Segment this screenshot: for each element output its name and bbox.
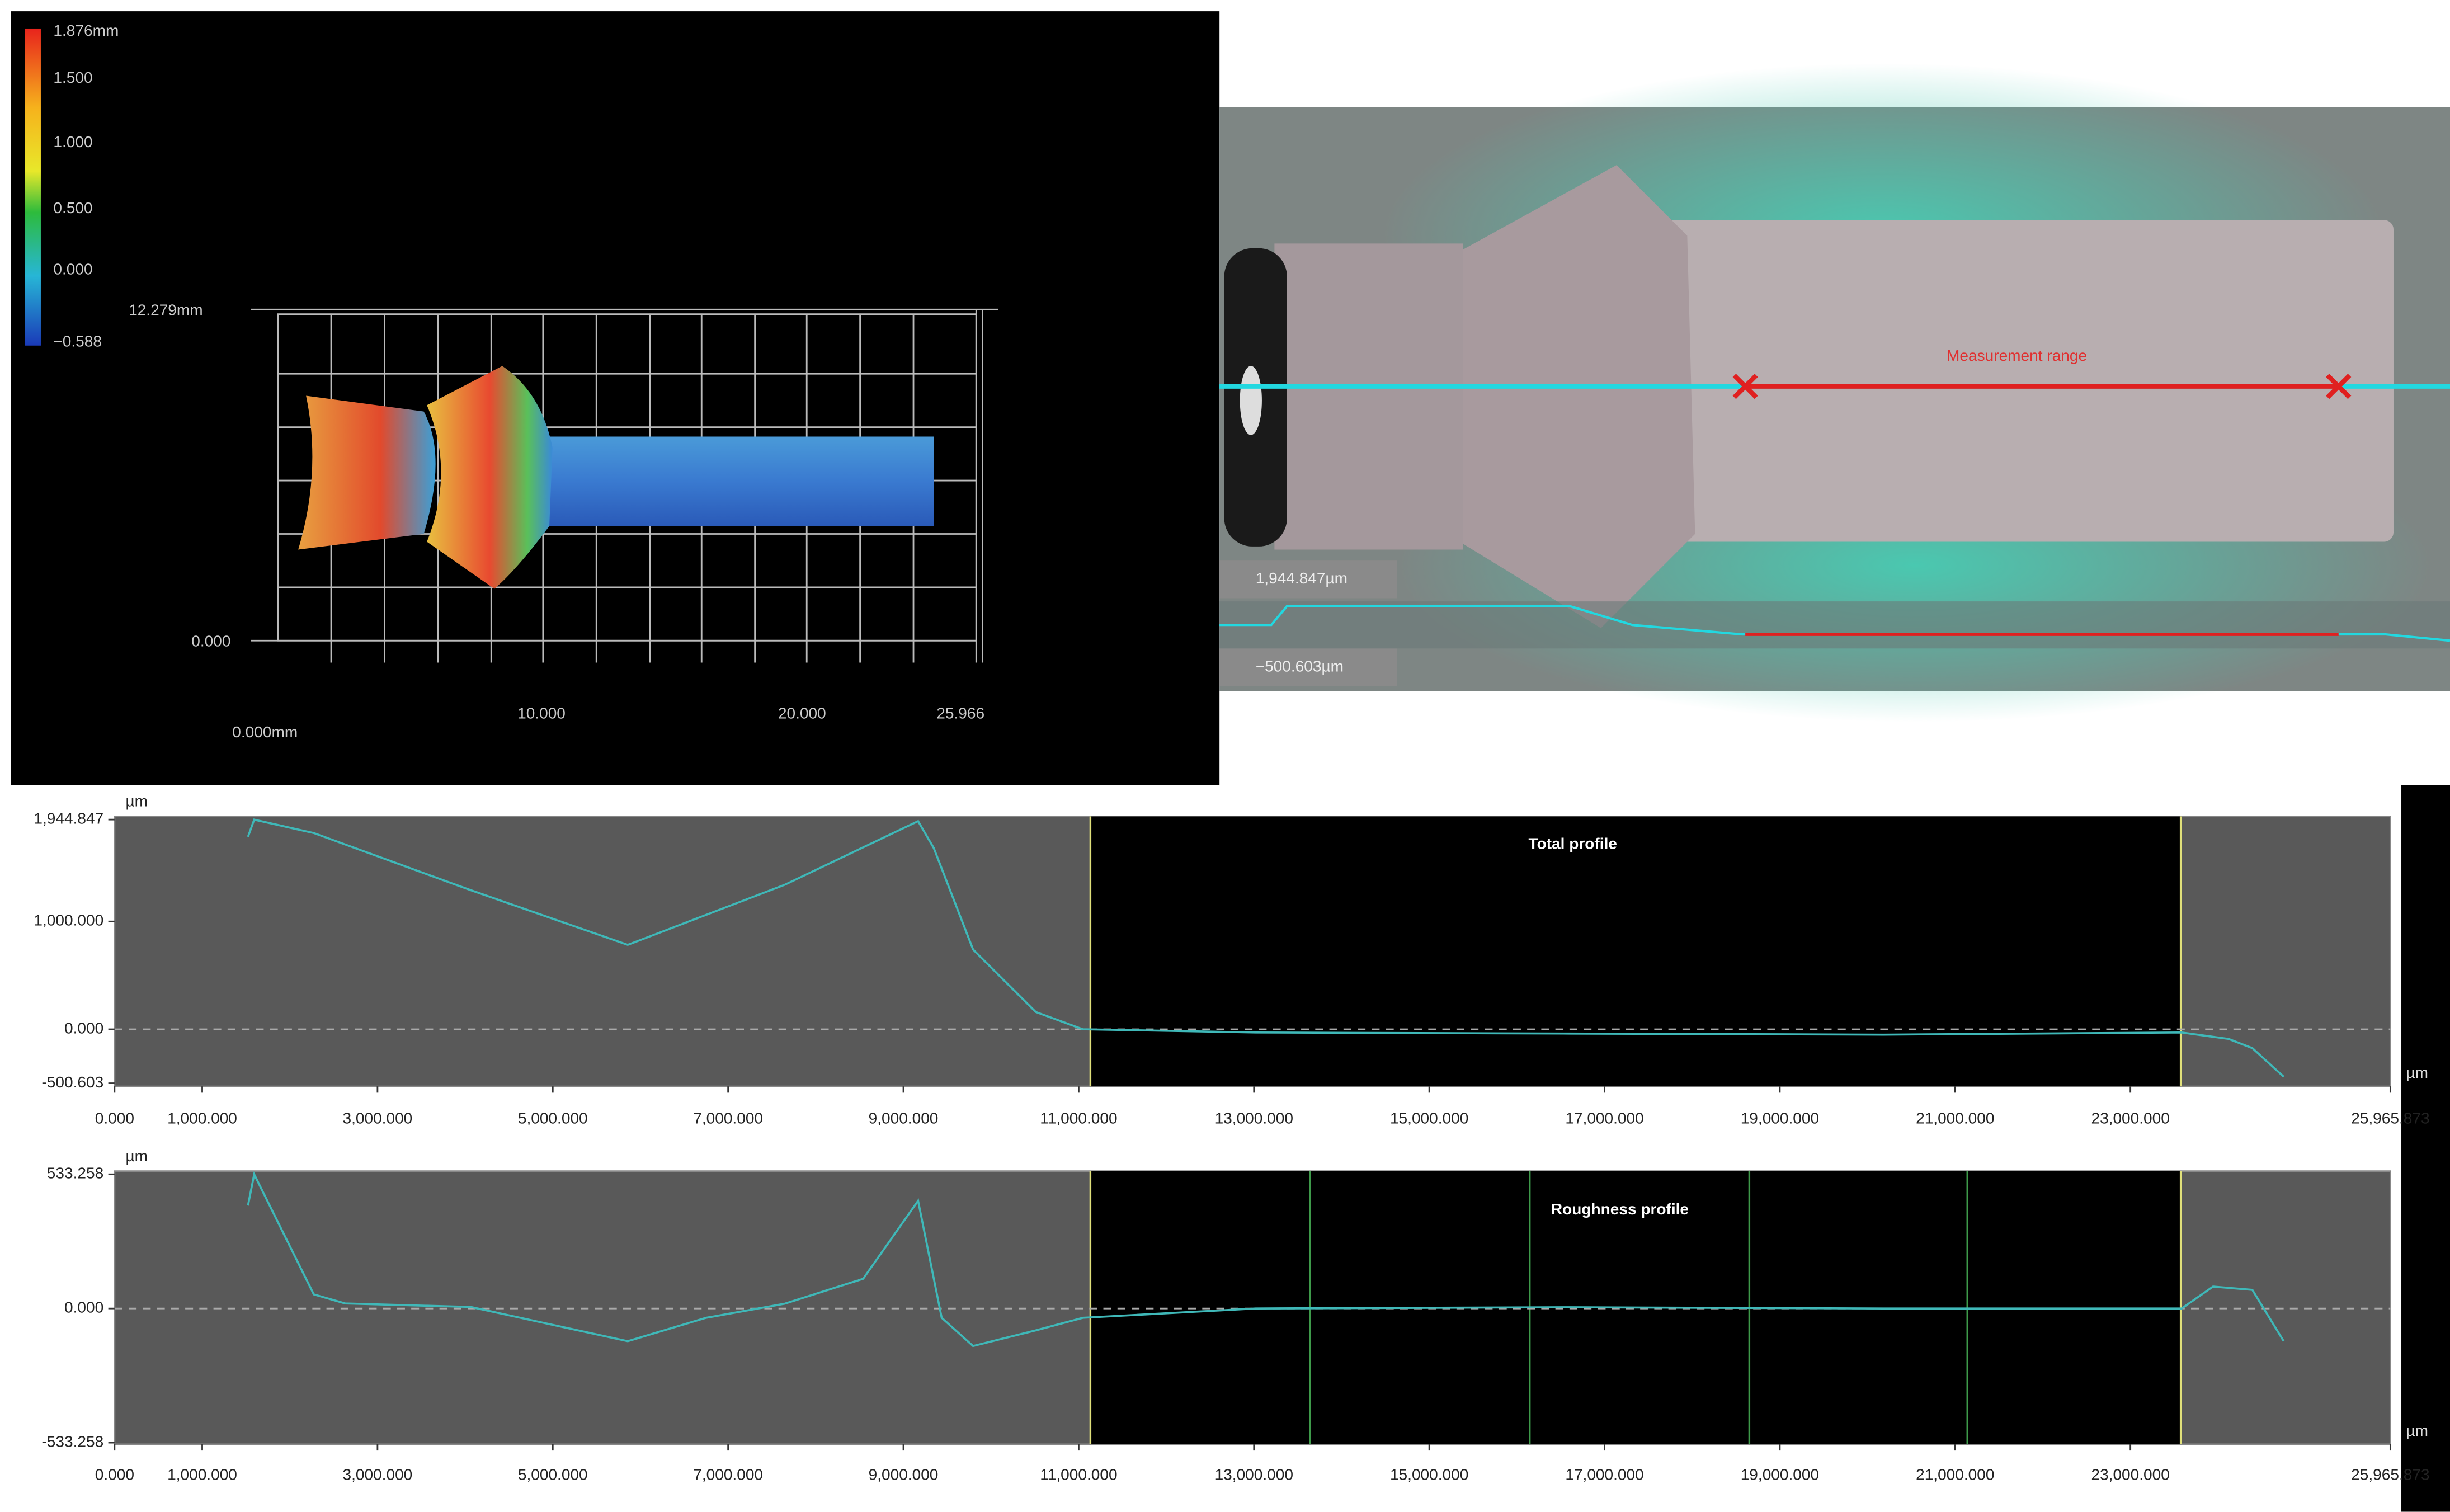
disk-3d — [427, 366, 553, 589]
y-tick-label: -533.258 — [41, 1433, 103, 1450]
profile-line — [247, 818, 2284, 1078]
x-tick-label: 19,000.000 — [1741, 1109, 1819, 1127]
x-tick-label: 25,965.873 — [2351, 1109, 2429, 1127]
x-tick-label: 25,965.873 — [2351, 1466, 2429, 1483]
colorbar-label: 1.000 — [53, 133, 92, 150]
tube — [1274, 243, 1463, 550]
view3d-panel: 1.876mm 1.500 1.000 0.500 0.000 −0.588 1… — [11, 11, 1220, 785]
y-tick-label: 0.000 — [64, 1019, 103, 1037]
tube-bore — [1240, 366, 1262, 435]
x-tick-label: 13,000.000 — [1215, 1466, 1293, 1483]
micrograph-panel: Measurement range 1,944.847µm −500.603µm — [1219, 63, 2450, 723]
y-unit: µm — [125, 1147, 148, 1165]
bell-3d — [298, 395, 436, 550]
cylinder — [1664, 220, 2394, 542]
colorbar — [25, 28, 41, 346]
profile-line — [247, 1171, 2285, 1348]
right-strip — [2401, 785, 2450, 1512]
x-tick-label: 19,000.000 — [1741, 1466, 1819, 1483]
annotation: Measurement range — [1947, 347, 2087, 364]
x-tick-label: 21,000.000 — [1916, 1109, 1994, 1127]
y-tick-label: -500.603 — [41, 1073, 103, 1091]
x-tick-label: 3,000.000 — [343, 1109, 413, 1127]
x-tick-label: 11,000.000 — [1040, 1109, 1117, 1127]
x-tick-label: 15,000.000 — [1390, 1109, 1468, 1127]
y-unit: µm — [125, 793, 148, 810]
x-tick-label: 0.000 — [95, 1466, 134, 1483]
range-marker — [1732, 374, 2352, 399]
x-unit: µm — [2406, 1422, 2428, 1439]
profile-strip — [1219, 601, 2450, 649]
x-tick-label: 11,000.000 — [1040, 1466, 1117, 1483]
x-tick-label: 1,000.000 — [167, 1466, 237, 1483]
x-label: 0.000mm — [232, 723, 298, 741]
x-tick-label: 7,000.000 — [693, 1466, 763, 1483]
label-box — [1219, 648, 1397, 686]
x-tick-label: 17,000.000 — [1565, 1466, 1643, 1483]
colorbar-label: 0.500 — [53, 199, 92, 216]
x-tick-label: 0.000 — [95, 1109, 134, 1127]
x-tick-label: 3,000.000 — [343, 1466, 413, 1483]
x-tick-label: 9,000.000 — [869, 1109, 939, 1127]
x-tick-label: 9,000.000 — [869, 1466, 939, 1483]
cone — [1459, 165, 1695, 628]
x-tick-label: 1,000.000 — [167, 1109, 237, 1127]
z-label: 12.279mm — [129, 301, 203, 318]
y-tick-label: 1,000.000 — [34, 912, 103, 929]
x-tick-label: 13,000.000 — [1215, 1109, 1293, 1127]
label-box — [1219, 560, 1397, 599]
y-tick-label: 1,944.847 — [34, 810, 103, 827]
lower-label: −500.603µm — [1256, 657, 1344, 675]
x-label: 10.000 — [517, 705, 566, 722]
x-tick-label: 5,000.000 — [518, 1466, 588, 1483]
colorbar-label: 1.500 — [53, 69, 92, 86]
cylinder-3d — [534, 436, 934, 526]
upper-label: 1,944.847µm — [1256, 569, 1348, 587]
x-label: 25.966 — [936, 705, 984, 722]
profile-charts: -500.603 0.000 1,000.000 1,944.847 0.000 1,00… — [34, 793, 2429, 1483]
y-tick-label: 533.258 — [47, 1165, 103, 1182]
x-tick-label: 23,000.000 — [2091, 1466, 2169, 1483]
x-tick-label: 23,000.000 — [2091, 1109, 2169, 1127]
colorbar-label: 1.876mm — [53, 22, 119, 39]
x-unit: µm — [2406, 1064, 2428, 1081]
chart-title: Roughness profile — [1551, 1200, 1689, 1218]
z-label: 0.000 — [191, 632, 230, 649]
x-tick-label: 15,000.000 — [1390, 1466, 1468, 1483]
x-label: 20.000 — [778, 705, 826, 722]
x-tick-label: 5,000.000 — [518, 1109, 588, 1127]
panel-bg — [11, 11, 1220, 785]
y-tick-label: 0.000 — [64, 1299, 103, 1316]
x-tick-label: 21,000.000 — [1916, 1466, 1994, 1483]
chart-title: Total profile — [1529, 835, 1617, 852]
x-tick-label: 7,000.000 — [693, 1109, 763, 1127]
x-tick-label: 17,000.000 — [1565, 1109, 1643, 1127]
colorbar-label: −0.588 — [53, 333, 102, 350]
colorbar-label: 0.000 — [53, 260, 92, 277]
measurement-region — [1090, 816, 2181, 1087]
